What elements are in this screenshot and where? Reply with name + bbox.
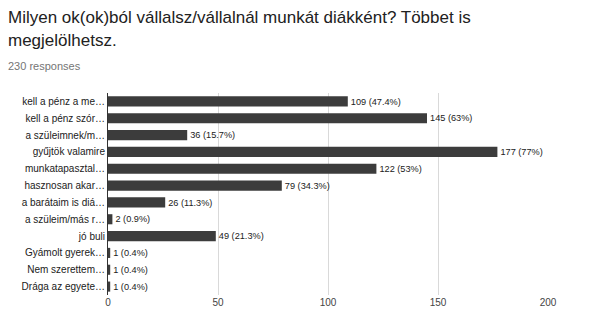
svg-text:jó buli: jó buli [78,231,105,242]
svg-text:2 (0.9%): 2 (0.9%) [115,214,150,224]
svg-text:gyűjtök valamire: gyűjtök valamire [33,146,106,157]
svg-text:a barátaim is diá…: a barátaim is diá… [22,197,105,208]
svg-text:122 (53%): 122 (53%) [379,164,421,174]
html-text:230 responses: 230 responses [8,60,81,72]
svg-text:1 (0.4%): 1 (0.4%) [113,248,148,258]
svg-text:177 (77%): 177 (77%) [500,147,542,157]
svg-text:1 (0.4%): 1 (0.4%) [113,265,148,275]
svg-text:1 (0.4%): 1 (0.4%) [113,282,148,292]
svg-text:kell a pénz a me…: kell a pénz a me… [22,96,105,107]
svg-text:0: 0 [105,297,111,308]
svg-text:Nem szerettem…: Nem szerettem… [27,264,105,275]
svg-text:a szüleimnek/m…: a szüleimnek/m… [26,130,105,141]
svg-text:26 (11.3%): 26 (11.3%) [168,198,212,208]
svg-text:150: 150 [430,297,447,308]
svg-text:49 (21.3%): 49 (21.3%) [219,231,264,241]
svg-text:36 (15.7%): 36 (15.7%) [190,130,235,140]
html-text:Milyen ok(ok)ból vállalsz/váll: Milyen ok(ok)ból vállalsz/vállalnál munk… [8,8,471,50]
svg-text:145 (63%): 145 (63%) [430,113,472,123]
svg-text:Drága az egyete…: Drága az egyete… [22,281,105,292]
svg-text:109 (47.4%): 109 (47.4%) [351,97,401,107]
svg-text:kell a pénz szór…: kell a pénz szór… [26,113,105,124]
svg-text:hasznosan akar…: hasznosan akar… [24,180,105,191]
svg-text:100: 100 [320,297,337,308]
svg-text:a szüleim/más r…: a szüleim/más r… [25,214,105,225]
svg-text:79 (34.3%): 79 (34.3%) [285,181,330,191]
svg-text:50: 50 [212,297,224,308]
svg-text:munkatapasztal…: munkatapasztal… [25,163,105,174]
svg-text:200: 200 [540,297,557,308]
svg-text:Gyámolt gyerek…: Gyámolt gyerek… [25,247,105,258]
